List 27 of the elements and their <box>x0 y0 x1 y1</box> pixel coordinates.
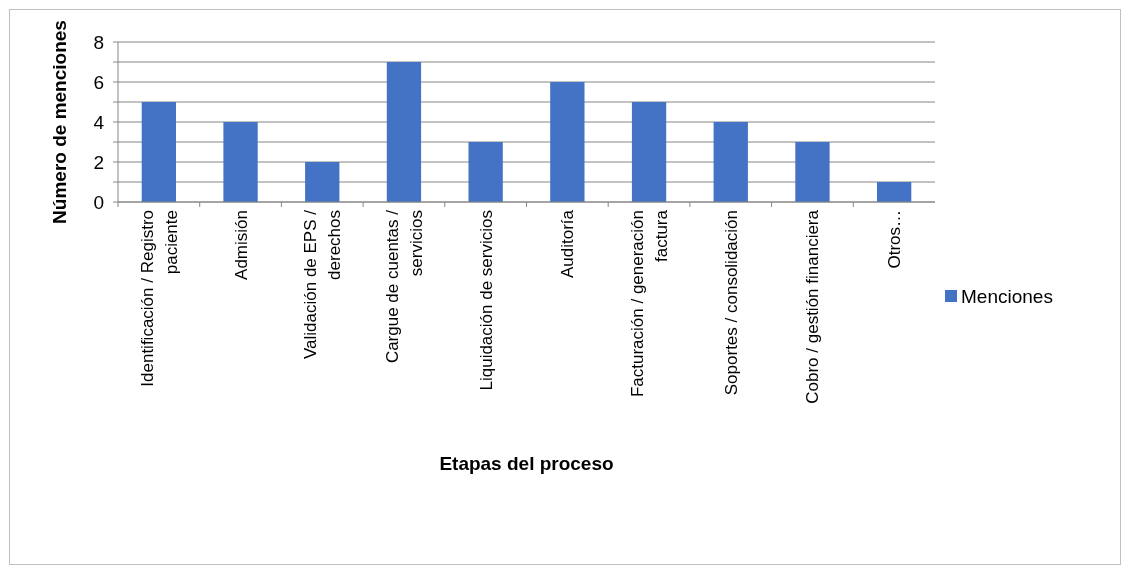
bar <box>305 162 340 202</box>
y-tick-label: 8 <box>93 31 104 53</box>
x-tick-label: Validación de EPS / derechos <box>301 209 345 359</box>
y-axis-title: Número de menciones <box>49 20 70 224</box>
bar <box>468 142 503 202</box>
bar <box>141 102 177 202</box>
bar <box>713 122 748 202</box>
y-tick-label: 0 <box>93 191 104 213</box>
bar <box>876 182 912 202</box>
x-tick-label: Soportes / consolidación <box>721 210 741 396</box>
x-tick-label: Admisión <box>231 210 251 280</box>
y-tick-label: 4 <box>93 111 105 133</box>
bar <box>223 122 258 202</box>
bar <box>631 102 667 202</box>
x-tick-label: Facturación / generación factura <box>628 209 671 398</box>
bar <box>795 142 830 202</box>
legend-label: Menciones <box>961 285 1053 307</box>
x-tick-label: Liquidación de servicios <box>476 210 496 391</box>
x-tick-label: Identificación / Registro paciente <box>137 210 181 387</box>
y-tick-label: 6 <box>93 71 104 93</box>
x-tick-label: Auditoría <box>558 209 578 279</box>
bar <box>550 82 585 202</box>
x-axis-title: Etapas del proceso <box>439 453 614 474</box>
x-tick-label: Cobro / gestión financiera <box>803 209 823 404</box>
bar <box>386 62 422 202</box>
y-tick-label: 2 <box>93 151 104 173</box>
x-tick-label: Otros… <box>885 210 905 269</box>
